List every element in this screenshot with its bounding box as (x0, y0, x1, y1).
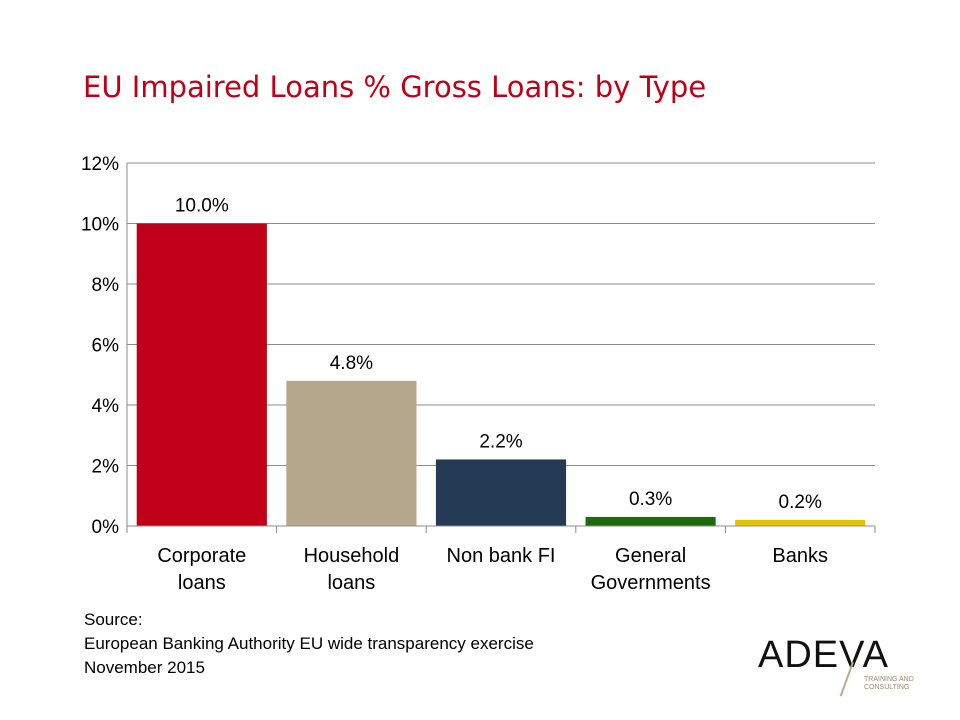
data-label: 4.8% (330, 353, 373, 374)
logo-tagline-line1: TRAINING AND (864, 676, 914, 683)
bar (735, 519, 866, 526)
x-tick-label: General (615, 545, 686, 567)
y-tick-label: 0% (92, 517, 120, 538)
bar (435, 459, 567, 526)
y-tick-label: 2% (92, 457, 120, 478)
x-tick-label: Non bank FI (447, 545, 556, 567)
source-note: Source: European Banking Authority EU wi… (84, 608, 534, 680)
y-tick-label: 10% (81, 215, 119, 236)
x-tick-label: Banks (772, 545, 828, 567)
data-label: 0.3% (629, 489, 672, 510)
source-date: November 2015 (84, 658, 205, 677)
adeva-logo: ADEVA TRAINING AND CONSULTING (756, 634, 926, 697)
logo-tagline: TRAINING AND CONSULTING (864, 676, 924, 692)
bar (286, 380, 417, 526)
y-tick-label: 12% (81, 154, 119, 175)
x-tick-label: loans (178, 572, 226, 594)
y-tick-label: 8% (92, 275, 120, 296)
source-label: Source: (84, 610, 143, 629)
y-tick-label: 6% (92, 336, 120, 357)
x-tick-label: Governments (591, 572, 711, 594)
data-label: 2.2% (479, 431, 522, 452)
source-description: European Banking Authority EU wide trans… (84, 634, 534, 653)
x-tick-label: Household (304, 545, 400, 567)
x-tick-label: Corporate (157, 545, 246, 567)
logo-tagline-line2: CONSULTING (864, 684, 910, 691)
bar (585, 516, 716, 526)
data-label: 10.0% (175, 196, 229, 217)
logo-wordmark: ADEVA (758, 634, 890, 676)
data-label: 0.2% (779, 492, 822, 513)
x-tick-label: loans (327, 572, 375, 594)
y-tick-label: 4% (92, 396, 120, 417)
bar (136, 223, 267, 526)
chart-title: EU Impaired Loans % Gross Loans: by Type (83, 70, 707, 104)
